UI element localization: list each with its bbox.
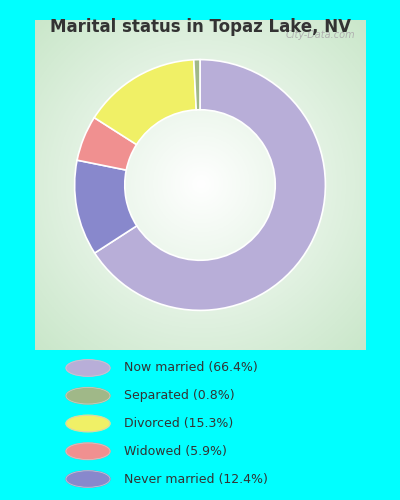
Text: Separated (0.8%): Separated (0.8%)	[124, 389, 235, 402]
Wedge shape	[194, 60, 200, 110]
Text: Divorced (15.3%): Divorced (15.3%)	[124, 417, 233, 430]
Text: Marital status in Topaz Lake, NV: Marital status in Topaz Lake, NV	[50, 18, 350, 36]
Text: Widowed (5.9%): Widowed (5.9%)	[124, 445, 227, 458]
Wedge shape	[75, 160, 137, 253]
Text: City-Data.com: City-Data.com	[286, 30, 355, 40]
Wedge shape	[77, 118, 136, 170]
Wedge shape	[95, 60, 326, 310]
Text: Now married (66.4%): Now married (66.4%)	[124, 362, 258, 374]
Circle shape	[66, 360, 110, 376]
Circle shape	[66, 471, 110, 487]
Wedge shape	[94, 60, 196, 144]
Text: Never married (12.4%): Never married (12.4%)	[124, 472, 268, 486]
Circle shape	[66, 388, 110, 404]
Circle shape	[66, 415, 110, 432]
Circle shape	[66, 443, 110, 460]
